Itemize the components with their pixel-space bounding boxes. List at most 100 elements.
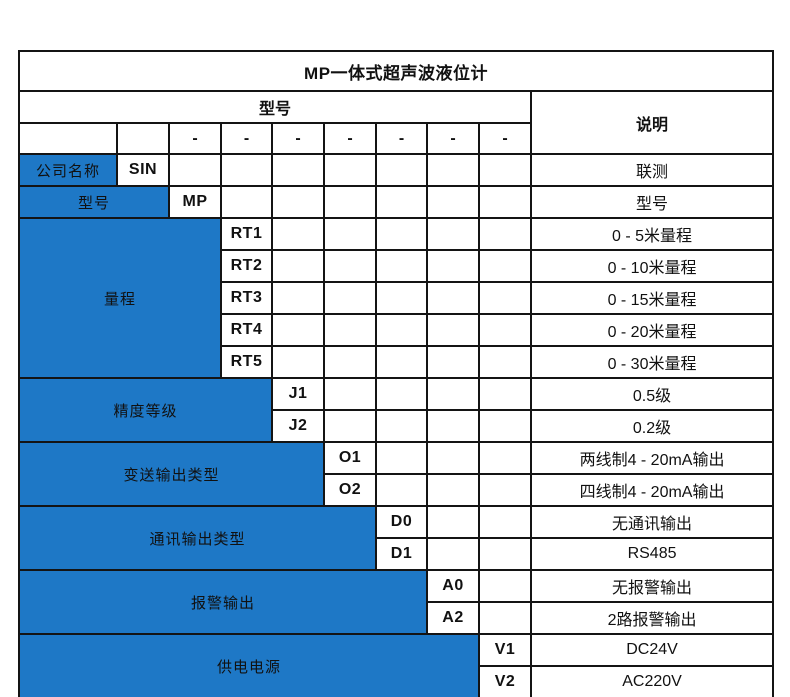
empty-model-cell bbox=[426, 473, 480, 507]
empty-model-cell bbox=[426, 281, 480, 315]
empty-model-cell bbox=[478, 505, 532, 539]
empty-model-cell bbox=[375, 441, 428, 475]
empty-model-cell bbox=[323, 249, 377, 283]
empty-model-cell bbox=[375, 409, 428, 443]
header-row: 型号 说明 bbox=[18, 90, 775, 155]
description-header: 说明 bbox=[529, 90, 775, 155]
code-cell: J1 bbox=[271, 377, 325, 411]
description-cell: 0 - 10米量程 bbox=[529, 249, 775, 283]
table-row: 变送输出类型 O1 两线制4 - 20mA输出 bbox=[18, 441, 775, 507]
description-cell: RS485 bbox=[529, 537, 775, 571]
table-row: RT2 0 - 10米量程 bbox=[19, 249, 775, 283]
description-cell: 0.2级 bbox=[529, 409, 775, 443]
empty-model-cell bbox=[323, 153, 377, 187]
description-cell: 0 - 20米量程 bbox=[529, 313, 775, 347]
code-cell: RT1 bbox=[220, 217, 273, 251]
empty-model-cell bbox=[271, 313, 325, 347]
empty-model-cell bbox=[375, 153, 428, 187]
code-cell: A2 bbox=[426, 601, 480, 635]
category-cell: 供电电源 bbox=[18, 633, 480, 697]
empty-model-cell bbox=[271, 249, 325, 283]
empty-model-cell bbox=[426, 249, 480, 283]
description-cell: 0 - 5米量程 bbox=[529, 217, 775, 251]
category-cell: 量程 bbox=[18, 217, 222, 379]
empty-model-cell bbox=[478, 313, 532, 347]
code-cell: V2 bbox=[478, 665, 532, 697]
table-row: V2 AC220V bbox=[19, 665, 775, 697]
empty-model-cell bbox=[323, 217, 377, 251]
dash-separator-cell: - bbox=[375, 122, 428, 155]
table-row: D1 RS485 bbox=[19, 537, 775, 571]
code-cell: O1 bbox=[323, 441, 377, 475]
code-cell: A0 bbox=[426, 569, 480, 603]
table-title: MP一体式超声波液位计 bbox=[17, 50, 775, 92]
category-cell: 报警输出 bbox=[18, 569, 428, 635]
table-row: 精度等级 J1 0.5级 bbox=[18, 377, 775, 443]
description-cell: 无通讯输出 bbox=[529, 505, 775, 539]
table-row: 报警输出 A0 无报警输出 bbox=[18, 569, 775, 635]
empty-model-cell bbox=[426, 217, 480, 251]
table-row: J2 0.2级 bbox=[19, 409, 775, 443]
empty-model-cell bbox=[116, 122, 170, 155]
empty-model-cell bbox=[478, 377, 532, 411]
description-cell: 2路报警输出 bbox=[529, 601, 775, 635]
empty-model-cell bbox=[426, 537, 480, 571]
empty-model-cell bbox=[323, 377, 377, 411]
empty-model-cell bbox=[168, 153, 222, 187]
table-row: 公司名称 SIN 联测 bbox=[18, 153, 775, 187]
description-cell: DC24V bbox=[529, 633, 775, 667]
empty-model-cell bbox=[426, 441, 480, 475]
code-cell: RT5 bbox=[220, 345, 273, 379]
empty-model-cell bbox=[426, 377, 480, 411]
dash-separator-cell: - bbox=[478, 122, 532, 155]
table-row: O2 四线制4 - 20mA输出 bbox=[19, 473, 775, 507]
description-cell: 型号 bbox=[529, 185, 775, 219]
empty-model-cell bbox=[271, 185, 325, 219]
empty-model-cell bbox=[478, 441, 532, 475]
dash-separator-cell: - bbox=[323, 122, 377, 155]
empty-model-cell bbox=[375, 249, 428, 283]
dash-separator-cell: - bbox=[271, 122, 325, 155]
empty-model-cell bbox=[220, 185, 273, 219]
dash-separator-cell: - bbox=[220, 122, 273, 155]
empty-model-cell bbox=[323, 409, 377, 443]
table-row: 通讯输出类型 D0 无通讯输出 bbox=[18, 505, 775, 571]
empty-model-cell bbox=[478, 185, 532, 219]
code-cell: RT2 bbox=[220, 249, 273, 283]
table-row: 供电电源 V1 DC24V bbox=[18, 633, 775, 697]
description-cell: 0 - 30米量程 bbox=[529, 345, 775, 379]
empty-model-cell bbox=[375, 281, 428, 315]
code-cell: V1 bbox=[478, 633, 532, 667]
empty-model-cell bbox=[478, 281, 532, 315]
table-row: 型号 MP 型号 bbox=[18, 185, 775, 219]
empty-model-cell bbox=[426, 153, 480, 187]
empty-model-cell bbox=[323, 313, 377, 347]
empty-model-cell bbox=[271, 345, 325, 379]
empty-model-cell bbox=[323, 345, 377, 379]
empty-model-cell bbox=[375, 345, 428, 379]
model-number-header: 型号 bbox=[18, 90, 532, 124]
empty-model-cell bbox=[478, 217, 532, 251]
description-cell: AC220V bbox=[529, 665, 775, 697]
empty-model-cell bbox=[478, 409, 532, 443]
description-cell: 无报警输出 bbox=[529, 569, 775, 603]
empty-model-cell bbox=[271, 153, 325, 187]
table-row: A2 2路报警输出 bbox=[19, 601, 775, 635]
empty-model-cell bbox=[220, 153, 273, 187]
empty-model-cell bbox=[478, 345, 532, 379]
empty-model-cell bbox=[375, 377, 428, 411]
empty-model-cell bbox=[271, 281, 325, 315]
category-cell: 通讯输出类型 bbox=[18, 505, 377, 571]
dash-row: ------- bbox=[18, 122, 773, 155]
code-cell: D0 bbox=[375, 505, 428, 539]
empty-model-cell bbox=[426, 505, 480, 539]
empty-model-cell bbox=[426, 409, 480, 443]
description-cell: 四线制4 - 20mA输出 bbox=[529, 473, 775, 507]
empty-model-cell bbox=[478, 153, 532, 187]
empty-model-cell bbox=[375, 473, 428, 507]
empty-model-cell bbox=[375, 185, 428, 219]
table-row: RT4 0 - 20米量程 bbox=[19, 313, 775, 347]
category-cell: 变送输出类型 bbox=[18, 441, 325, 507]
code-cell: SIN bbox=[116, 153, 170, 187]
